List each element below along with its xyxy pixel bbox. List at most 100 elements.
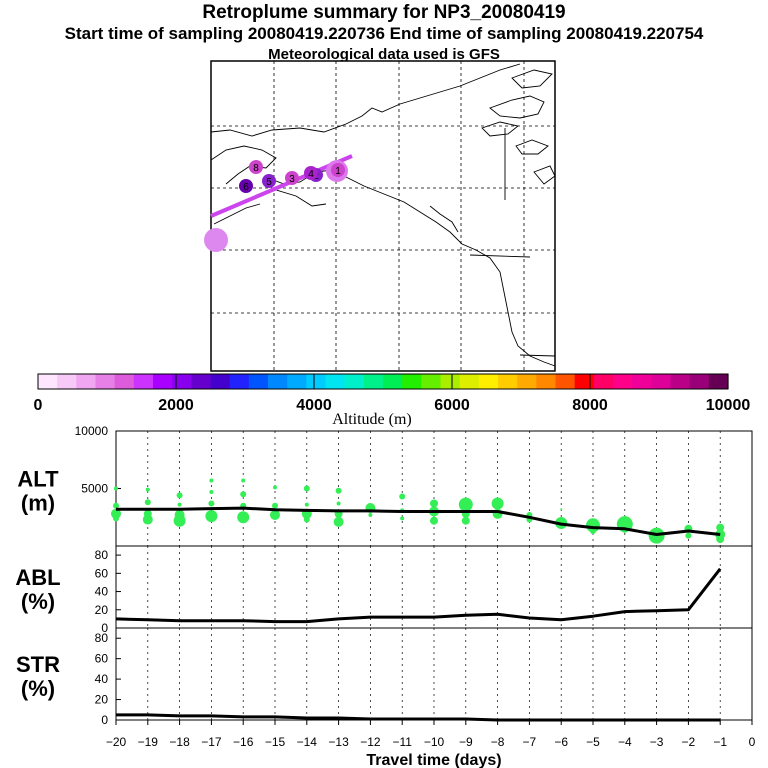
scatter-point (142, 514, 153, 525)
scatter-point (716, 535, 725, 544)
scatter-point (461, 516, 470, 525)
scatter-point (144, 499, 151, 506)
map-marker (262, 174, 276, 188)
y-tick-label: 40 (95, 672, 109, 686)
colorbar-cell (191, 374, 212, 389)
str-panel: 0 20 40 60 80 STR(%) (16, 627, 753, 727)
sampling-times: Start time of sampling 20080419.220736 E… (64, 24, 704, 43)
time-series-panels: 100005000ALT(m)020406080ABL(%)020406080S… (15, 424, 755, 768)
scatter-point (303, 516, 310, 523)
scatter-point (177, 502, 182, 507)
y-axis-unit: (%) (21, 589, 55, 614)
x-tick-label: −7 (523, 735, 537, 749)
map-marker-label: 8 (253, 163, 259, 174)
scatter-point (652, 533, 661, 542)
scatter-point (303, 485, 310, 492)
colorbar-cell (306, 374, 327, 389)
map-marker (285, 171, 299, 185)
map-marker (304, 166, 318, 180)
y-axis-unit: (m) (21, 491, 55, 516)
scatter-point (336, 501, 341, 506)
y-tick-label: 0 (101, 621, 108, 635)
scatter-point (113, 515, 119, 522)
map-marker-label: 1 (335, 166, 341, 177)
str-series-line (116, 713, 721, 722)
y-axis-unit: (%) (21, 676, 55, 701)
map-marker (239, 179, 253, 193)
y-tick-label: 20 (95, 693, 109, 707)
alt-series-line (116, 506, 721, 536)
colorbar-cell (517, 374, 537, 389)
x-tick-label: 0 (749, 735, 756, 749)
map-marker (204, 228, 228, 252)
scatter-point (270, 509, 280, 520)
x-tick-label: −13 (328, 735, 349, 749)
colorbar-cell (478, 374, 499, 389)
x-tick-label: −11 (392, 735, 412, 749)
scatter-point (111, 508, 121, 519)
colorbar-cell (57, 374, 77, 389)
colorbar-cell (593, 374, 614, 389)
map-frame (210, 60, 556, 372)
colorbar-cell (402, 374, 422, 389)
y-tick-label: 80 (95, 548, 109, 562)
scatter-point (205, 510, 218, 523)
scatter-point (716, 523, 725, 532)
x-tick-label: −15 (265, 735, 286, 749)
abl-series-line (115, 567, 722, 624)
y-tick-label: 40 (95, 585, 109, 599)
scatter-point (368, 512, 373, 517)
map-marker-label: 6 (243, 182, 249, 193)
colorbar-cell (632, 374, 652, 389)
map-marker (249, 160, 263, 174)
x-tick-label: −2 (682, 735, 696, 749)
colorbar-cell (440, 374, 461, 389)
colorbar-cell (363, 374, 384, 389)
colorbar-cell (229, 374, 250, 389)
y-tick-label: 0 (101, 713, 108, 727)
colorbar-cell (613, 374, 633, 389)
colorbar-cell (651, 374, 672, 389)
scatter-point (240, 491, 247, 498)
map-marker-label: 3 (289, 174, 295, 185)
colorbar-cell (172, 374, 192, 389)
y-axis-label: ABL (15, 565, 60, 590)
colorbar-cell (210, 374, 231, 389)
y-tick-label: 20 (95, 603, 109, 617)
colorbar-cell (536, 374, 557, 389)
colorbar-cell (95, 374, 116, 389)
x-tick-label: −3 (650, 735, 664, 749)
scatter-point (685, 532, 692, 539)
x-tick-label: −12 (360, 735, 381, 749)
colorbar-cell (421, 374, 442, 389)
map-graticule (211, 61, 555, 371)
scatter-point (273, 485, 277, 490)
x-tick-label: −9 (459, 735, 473, 749)
map-marker (331, 163, 345, 177)
map-marker-label: 4 (308, 169, 314, 180)
scatter-point (590, 528, 596, 535)
colorbar-cell (344, 374, 365, 389)
x-tick-label: −14 (297, 735, 318, 749)
scatter-point (241, 478, 246, 483)
colorbar-cell (574, 374, 595, 389)
scatter-point (458, 497, 473, 512)
colorbar-cell (670, 374, 691, 389)
y-axis-label: ALT (17, 467, 59, 492)
scatter-point (430, 516, 438, 525)
scatter-point (208, 500, 215, 507)
colorbar-cell (287, 374, 307, 389)
x-tick-label: −17 (201, 735, 222, 749)
colorbar-tick-label: 2000 (158, 397, 194, 414)
scatter-point (113, 502, 119, 509)
x-tick-label: −10 (424, 735, 445, 749)
x-tick-label: −5 (586, 735, 600, 749)
colorbar-tick-label: 10000 (706, 397, 751, 414)
scatter-point (304, 502, 309, 507)
alt-panel: 10000 5000 ALT(m) (17, 424, 753, 547)
x-tick-label: −16 (233, 735, 254, 749)
colorbar-cell (459, 374, 480, 389)
colorbar-cell (248, 374, 269, 389)
y-tick-label: 60 (95, 652, 109, 666)
